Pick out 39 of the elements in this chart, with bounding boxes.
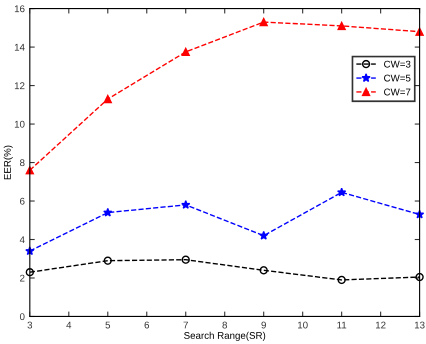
- legend-label: CW=3: [384, 60, 410, 68]
- point: [259, 230, 268, 240]
- point: [181, 200, 190, 209]
- x-axis-title: Search Range(SR): [184, 332, 266, 341]
- point: [104, 94, 112, 104]
- x-tick-label: 3: [27, 322, 32, 328]
- x-tick-label: 6: [144, 322, 150, 328]
- point: [415, 272, 424, 282]
- y-tick-label: 2: [20, 274, 24, 282]
- x-tick-label: 8: [222, 322, 227, 328]
- x-tick-label: 13: [414, 322, 425, 328]
- point: [104, 256, 112, 265]
- point: [260, 18, 268, 26]
- x-tick-label: 10: [298, 322, 308, 328]
- point: [260, 266, 268, 274]
- x-tick-label: 9: [261, 322, 266, 328]
- point: [182, 48, 190, 56]
- x-tick-label: 7: [184, 322, 188, 328]
- y-tick-label: 0: [20, 313, 25, 320]
- x-tick-label: 5: [105, 322, 110, 328]
- x-tick-label: 4: [66, 322, 72, 328]
- y-tick-label: 10: [14, 120, 25, 128]
- y-tick-label: 16: [14, 5, 25, 12]
- y-tick-label: 6: [20, 198, 25, 205]
- point: [26, 268, 34, 276]
- y-tick-label: 4: [20, 236, 25, 244]
- point: [103, 208, 112, 217]
- legend-label: CW=5: [384, 74, 410, 82]
- point: [337, 276, 346, 284]
- x-tick-label: 12: [376, 322, 386, 328]
- x-tick-label: 11: [337, 322, 346, 328]
- point: [182, 256, 190, 264]
- point: [336, 188, 346, 196]
- y-tick-label: 12: [14, 82, 24, 90]
- y-axis-title: EER(%): [4, 146, 13, 180]
- legend-label: CW=7: [384, 88, 410, 96]
- y-tick-label: 14: [14, 44, 25, 51]
- point: [337, 22, 346, 30]
- y-tick-label: 8: [20, 159, 25, 166]
